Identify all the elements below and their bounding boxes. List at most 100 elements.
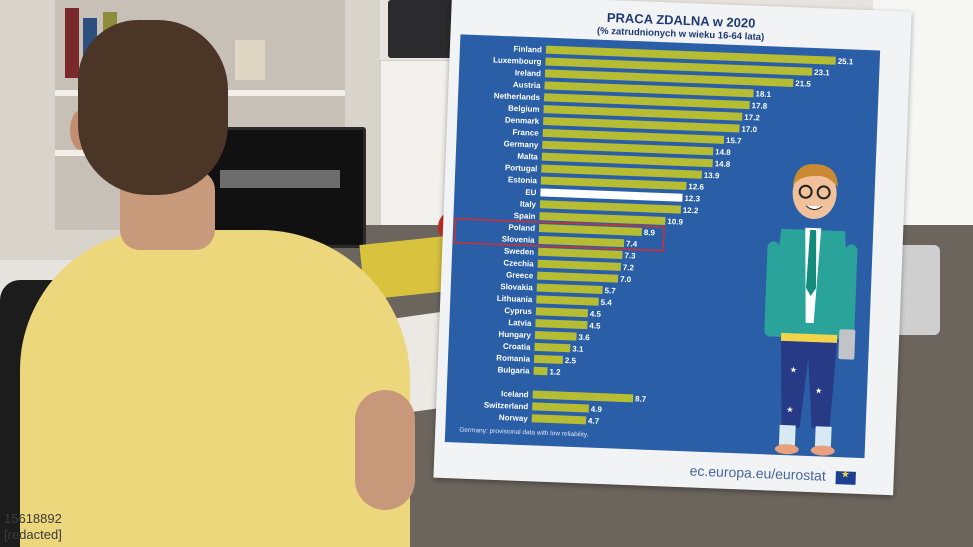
bar [534, 331, 577, 341]
category-label: Iceland [501, 389, 529, 399]
bar [543, 105, 743, 121]
bar [534, 342, 571, 353]
value-label: 8.9 [644, 228, 656, 237]
category-label: Czechia [503, 258, 534, 268]
value-label: 2.5 [565, 356, 577, 365]
value-label: 14.8 [714, 159, 730, 169]
category-label: Croatia [503, 342, 531, 352]
person-head [78, 20, 228, 195]
photo-watermark: 15618892 [redacted] [4, 511, 62, 543]
watermark-credit: [redacted] [4, 527, 62, 542]
bar [536, 295, 599, 306]
bar [531, 414, 587, 425]
bar [532, 390, 634, 403]
value-label: 8.7 [635, 394, 647, 403]
bar [544, 69, 794, 87]
bar [535, 319, 588, 330]
svg-text:★: ★ [815, 386, 823, 395]
value-label: 18.1 [755, 89, 771, 99]
bar-chart: Finland 25.1 Luxembourg 23.1 Ireland 21.5 Aust… [453, 44, 854, 426]
bar [541, 164, 702, 179]
category-label: Germany [503, 139, 539, 149]
bar [532, 402, 589, 413]
highlight-box [453, 218, 665, 252]
value-label: 5.4 [600, 298, 612, 307]
category-label: Denmark [505, 116, 540, 126]
value-label: 21.5 [795, 79, 811, 89]
value-label: 17.2 [744, 113, 760, 123]
monitor-screen-content [220, 170, 340, 188]
value-label: 14.8 [715, 147, 731, 157]
category-label: Malta [517, 152, 538, 162]
svg-text:★: ★ [786, 405, 794, 414]
category-label: Spain [514, 211, 536, 221]
category-label: Bulgaria [497, 365, 530, 375]
bar [542, 128, 725, 144]
value-label: 7.4 [626, 239, 638, 248]
bar [543, 116, 740, 133]
value-label: 4.5 [589, 321, 601, 330]
category-label: Switzerland [484, 401, 529, 412]
bar [542, 140, 714, 156]
category-label: France [512, 128, 539, 138]
value-label: 13.9 [704, 171, 720, 181]
bar [539, 200, 682, 214]
value-label: 4.5 [590, 309, 602, 318]
bar [544, 81, 754, 98]
value-label: 17.0 [741, 125, 757, 135]
computer-monitor [205, 127, 366, 248]
value-label: 15.7 [726, 136, 742, 146]
category-label: Sweden [504, 246, 535, 256]
value-label: 7.2 [623, 263, 635, 272]
bar [535, 307, 588, 318]
category-label: Poland [508, 223, 535, 233]
value-label: 3.6 [578, 333, 590, 342]
category-label: Italy [520, 199, 537, 209]
bar [538, 247, 623, 260]
value-label: 3.1 [572, 344, 584, 353]
category-label: EU [525, 188, 537, 197]
category-label: Hungary [498, 330, 531, 340]
bar [541, 152, 713, 168]
svg-text:★: ★ [790, 365, 798, 374]
category-label: Cyprus [504, 306, 532, 316]
value-label: 4.7 [588, 416, 600, 425]
bar [540, 176, 687, 191]
person-shirt [20, 230, 410, 547]
value-label: 5.7 [604, 286, 616, 295]
bar [537, 259, 621, 271]
category-label: Belgium [508, 104, 540, 114]
category-label: Netherlands [494, 91, 541, 102]
category-label: Slovenia [502, 234, 536, 244]
value-label: 7.3 [624, 251, 636, 260]
candle [235, 40, 265, 80]
infographic-card: PRACA ZDALNA w 2020 (% zatrudnionych w w… [433, 0, 912, 496]
category-label: Luxembourg [493, 56, 542, 67]
source-url: ec.europa.eu/eurostat [689, 462, 827, 484]
category-label: Ireland [515, 68, 542, 78]
person-arm [355, 390, 415, 510]
category-label: Lithuania [497, 294, 533, 304]
book [65, 8, 79, 78]
category-label: Austria [513, 80, 541, 90]
value-label: 23.1 [814, 68, 830, 78]
chart-panel: Finland 25.1 Luxembourg 23.1 Ireland 21.5 Aust… [444, 34, 881, 459]
category-label: Norway [499, 413, 529, 423]
bar [536, 283, 603, 294]
category-label: Greece [506, 270, 534, 280]
bar [533, 354, 564, 364]
value-label: 25.1 [838, 57, 854, 67]
value-label: 4.9 [591, 405, 603, 414]
bar [545, 45, 836, 65]
bar [538, 224, 642, 236]
category-label: Romania [496, 353, 531, 363]
bar [539, 212, 666, 225]
category-label: Finland [513, 44, 542, 54]
cartoon-man-illustration: ★ ★ ★ [764, 164, 858, 456]
category-label: Estonia [508, 175, 538, 185]
category-label: Portugal [505, 163, 538, 173]
bar [543, 93, 750, 110]
category-label: Slovakia [500, 282, 533, 292]
value-label: 17.8 [751, 101, 767, 111]
eu-flag-icon [835, 471, 856, 485]
